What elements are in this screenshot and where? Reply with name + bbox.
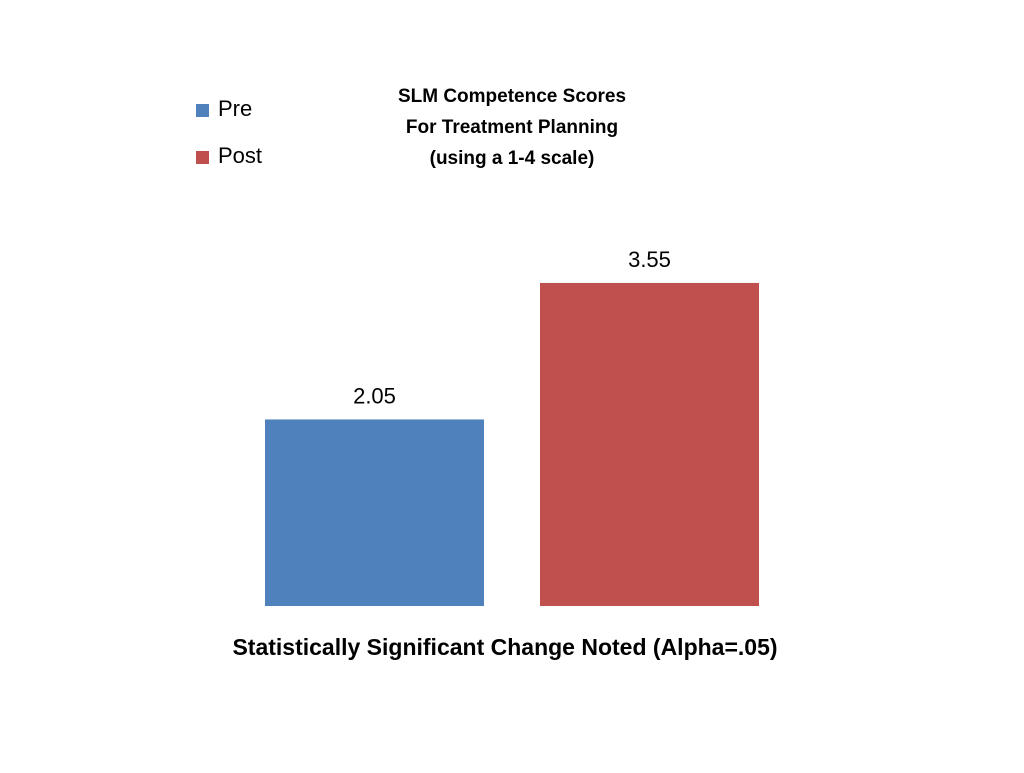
bar <box>540 282 759 606</box>
data-label: 3.55 <box>628 247 671 272</box>
legend-label: Pre <box>218 96 252 121</box>
annotation: Statistically Significant Change Noted (… <box>232 634 777 660</box>
chart-title: SLM Competence Scores <box>398 86 626 107</box>
data-label: 2.05 <box>353 383 396 408</box>
legend-label: Post <box>218 143 262 168</box>
legend-swatch <box>196 151 209 164</box>
chart-title: (using a 1-4 scale) <box>430 148 595 169</box>
bar <box>265 419 484 606</box>
legend-swatch <box>196 104 209 117</box>
chart-title: For Treatment Planning <box>406 117 618 138</box>
